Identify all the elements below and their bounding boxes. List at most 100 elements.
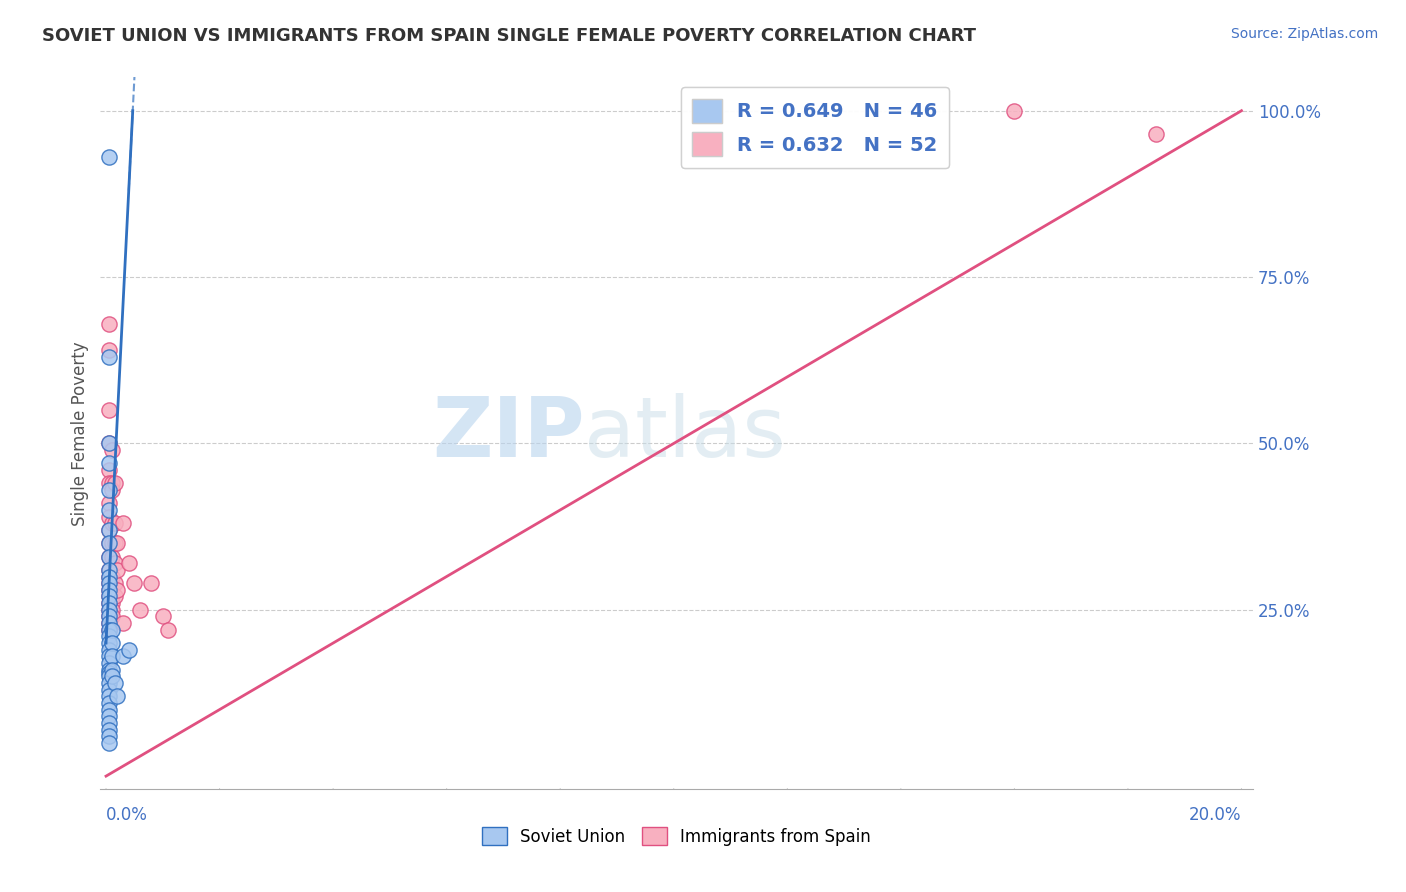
Point — [124, 576, 146, 591]
Point — [97, 150, 120, 164]
Point — [103, 516, 125, 531]
Point — [97, 723, 120, 737]
Point — [100, 669, 122, 683]
Point — [97, 523, 120, 537]
Point — [1144, 127, 1167, 141]
Point — [97, 436, 120, 450]
Point — [100, 649, 122, 664]
Point — [100, 536, 122, 550]
Point — [118, 556, 141, 570]
Point — [97, 463, 120, 477]
Point — [100, 549, 122, 564]
Point — [97, 715, 120, 730]
Point — [100, 569, 122, 583]
Point — [97, 676, 120, 690]
Point — [103, 476, 125, 491]
Point — [97, 636, 120, 650]
Point — [97, 436, 120, 450]
Point — [103, 556, 125, 570]
Point — [97, 603, 120, 617]
Point — [157, 623, 180, 637]
Point — [97, 665, 120, 680]
Text: SOVIET UNION VS IMMIGRANTS FROM SPAIN SINGLE FEMALE POVERTY CORRELATION CHART: SOVIET UNION VS IMMIGRANTS FROM SPAIN SI… — [42, 27, 976, 45]
Point — [100, 516, 122, 531]
Point — [97, 536, 120, 550]
Point — [97, 616, 120, 631]
Point — [97, 690, 120, 704]
Point — [97, 563, 120, 577]
Point — [103, 576, 125, 591]
Point — [97, 483, 120, 497]
Point — [97, 523, 120, 537]
Point — [97, 569, 120, 583]
Point — [100, 623, 122, 637]
Point — [152, 609, 174, 624]
Point — [97, 669, 120, 683]
Point — [97, 536, 120, 550]
Point — [100, 603, 122, 617]
Point — [97, 616, 120, 631]
Point — [97, 576, 120, 591]
Point — [100, 582, 122, 597]
Point — [112, 649, 135, 664]
Point — [97, 729, 120, 743]
Point — [97, 629, 120, 643]
Point — [105, 536, 128, 550]
Point — [97, 476, 120, 491]
Point — [97, 549, 120, 564]
Point — [1002, 103, 1025, 118]
Text: 20.0%: 20.0% — [1189, 806, 1241, 824]
Text: atlas: atlas — [585, 393, 786, 474]
Text: ZIP: ZIP — [432, 393, 585, 474]
Point — [97, 736, 120, 750]
Point — [97, 609, 120, 624]
Point — [112, 616, 135, 631]
Legend: R = 0.649   N = 46, R = 0.632   N = 52: R = 0.649 N = 46, R = 0.632 N = 52 — [681, 87, 949, 168]
Point — [100, 596, 122, 610]
Point — [103, 590, 125, 604]
Point — [97, 403, 120, 417]
Point — [100, 636, 122, 650]
Point — [141, 576, 163, 591]
Point — [103, 536, 125, 550]
Point — [97, 596, 120, 610]
Point — [100, 476, 122, 491]
Point — [97, 623, 120, 637]
Point — [97, 596, 120, 610]
Point — [97, 350, 120, 364]
Point — [118, 642, 141, 657]
Point — [97, 656, 120, 670]
Text: Source: ZipAtlas.com: Source: ZipAtlas.com — [1230, 27, 1378, 41]
Point — [105, 563, 128, 577]
Y-axis label: Single Female Poverty: Single Female Poverty — [72, 341, 89, 525]
Point — [97, 702, 120, 716]
Point — [97, 649, 120, 664]
Point — [97, 642, 120, 657]
Point — [97, 503, 120, 517]
Point — [129, 603, 152, 617]
Point — [97, 456, 120, 470]
Point — [97, 563, 120, 577]
Point — [97, 696, 120, 710]
Point — [100, 483, 122, 497]
Point — [97, 590, 120, 604]
Point — [105, 690, 128, 704]
Point — [97, 609, 120, 624]
Point — [97, 343, 120, 358]
Point — [105, 582, 128, 597]
Text: 0.0%: 0.0% — [105, 806, 148, 824]
Point — [100, 609, 122, 624]
Point — [97, 682, 120, 697]
Point — [97, 582, 120, 597]
Point — [97, 549, 120, 564]
Point — [97, 569, 120, 583]
Point — [103, 676, 125, 690]
Point — [97, 623, 120, 637]
Point — [100, 590, 122, 604]
Point — [100, 443, 122, 458]
Point — [97, 590, 120, 604]
Point — [112, 516, 135, 531]
Point — [97, 603, 120, 617]
Point — [97, 317, 120, 331]
Point — [97, 709, 120, 723]
